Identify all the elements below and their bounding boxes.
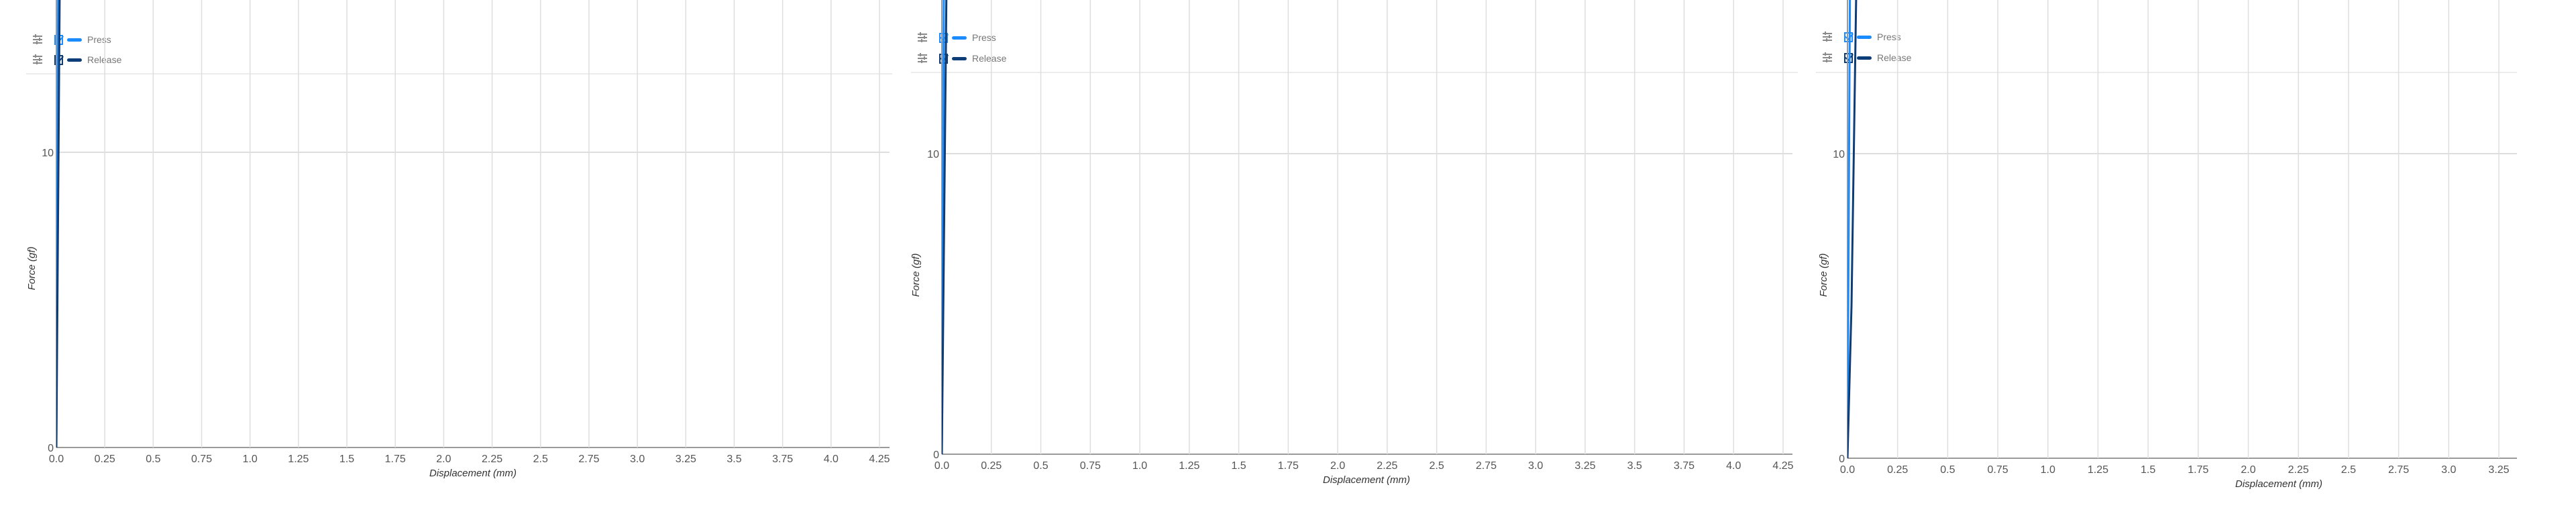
x-axis-title: Displacement (mm) — [2235, 478, 2322, 490]
y-tick-label: 0 — [1839, 454, 1845, 465]
legend-divider — [26, 73, 892, 74]
y-tick-label: 0 — [48, 443, 54, 454]
checkbox-checked-icon[interactable] — [1844, 51, 1854, 63]
y-tick-label: 0 — [933, 450, 939, 461]
release-swatch — [67, 58, 82, 62]
x-tick-label: 0.0 — [49, 454, 64, 465]
x-tick-label: 3.75 — [1674, 460, 1695, 472]
x-tick-label: 1.0 — [1132, 460, 1147, 472]
sliders-icon[interactable] — [918, 32, 927, 42]
legend-item-release[interactable]: Release — [1816, 51, 1911, 64]
x-tick-label: 2.0 — [1330, 460, 1345, 472]
x-tick-label: 0.5 — [1033, 460, 1048, 472]
x-axis-title: Displacement (mm) — [1323, 474, 1410, 486]
x-tick-label: 0.75 — [1080, 460, 1101, 472]
x-tick-label: 1.75 — [1278, 460, 1299, 472]
press-swatch — [952, 36, 967, 40]
legend-label: Press — [1877, 32, 1901, 42]
x-tick-label: 3.25 — [676, 454, 696, 465]
x-tick-label: 2.25 — [2288, 464, 2309, 476]
x-axis-title: Displacement (mm) — [429, 468, 517, 479]
series-line-release — [56, 0, 61, 447]
x-tick-label: 4.0 — [824, 454, 839, 465]
legend-divider — [911, 72, 1798, 73]
x-tick-label: 1.5 — [2141, 464, 2155, 476]
x-tick-label: 0.75 — [1988, 464, 2008, 476]
press-swatch — [1857, 35, 1872, 39]
x-tick-label: 1.75 — [385, 454, 406, 465]
x-tick-label: 2.75 — [2388, 464, 2409, 476]
y-axis-title: Force (gf) — [910, 253, 922, 297]
x-tick-label: 4.25 — [1772, 460, 1793, 472]
series-line-press — [56, 0, 60, 447]
legend-label: Release — [972, 53, 1007, 64]
release-swatch — [1857, 56, 1872, 60]
legend-item-press[interactable]: Press — [1816, 30, 1901, 44]
x-tick-label: 0.75 — [191, 454, 212, 465]
x-tick-label: 4.25 — [869, 454, 890, 465]
legend-divider — [1816, 72, 2517, 73]
x-tick-label: 2.5 — [533, 454, 548, 465]
sliders-icon[interactable] — [1823, 32, 1832, 42]
x-tick-label: 3.25 — [2488, 464, 2509, 476]
x-tick-label: 3.0 — [1528, 460, 1543, 472]
y-tick-label: 10 — [927, 149, 939, 160]
x-tick-label: 0.25 — [981, 460, 1002, 472]
x-tick-label: 1.0 — [243, 454, 258, 465]
x-tick-label: 3.5 — [727, 454, 741, 465]
chart-1: 0102030405060708090.........0.00.250.50.… — [42, 0, 890, 465]
legend-label: Release — [1877, 52, 1912, 63]
y-axis-title: Force (gf) — [26, 246, 38, 290]
x-tick-label: 1.25 — [1179, 460, 1199, 472]
chart-2: 0102030405060708090.........0.00.250.50.… — [927, 0, 1794, 472]
x-tick-label: 1.5 — [339, 454, 354, 465]
legend-label: Press — [972, 32, 996, 43]
x-tick-label: 3.25 — [1574, 460, 1595, 472]
x-tick-label: 2.0 — [436, 454, 451, 465]
sliders-icon[interactable] — [918, 53, 927, 63]
press-swatch — [67, 38, 82, 42]
sliders-icon[interactable] — [33, 34, 42, 44]
x-tick-label: 2.25 — [482, 454, 502, 465]
sliders-icon[interactable] — [33, 54, 42, 64]
x-tick-label: 0.5 — [1940, 464, 1955, 476]
x-tick-label: 1.25 — [2088, 464, 2108, 476]
y-axis-title: Force (gf) — [1818, 253, 1829, 297]
x-tick-label: 1.5 — [1231, 460, 1246, 472]
series-line-release — [942, 0, 948, 454]
x-tick-label: 1.25 — [288, 454, 309, 465]
x-tick-label: 2.5 — [2341, 464, 2356, 476]
legend-item-release[interactable]: Release — [911, 52, 1006, 65]
x-tick-label: 0.5 — [146, 454, 160, 465]
x-tick-label: 4.0 — [1726, 460, 1741, 472]
chart-3: 0102030405060708090.........0.00.250.50.… — [1833, 0, 2517, 476]
x-tick-label: 2.0 — [2241, 464, 2255, 476]
series-line-press — [942, 0, 945, 454]
release-swatch — [952, 56, 967, 60]
x-tick-label: 0.25 — [95, 454, 115, 465]
x-tick-label: 2.75 — [578, 454, 599, 465]
x-tick-label: 1.75 — [2188, 464, 2208, 476]
x-tick-label: 3.75 — [772, 454, 793, 465]
x-tick-label: 3.0 — [2441, 464, 2456, 476]
x-tick-label: 2.75 — [1476, 460, 1497, 472]
x-tick-label: 0.25 — [1887, 464, 1908, 476]
x-tick-label: 1.0 — [2041, 464, 2055, 476]
y-tick-label: 10 — [1833, 149, 1845, 160]
x-tick-label: 3.0 — [630, 454, 645, 465]
x-tick-label: 0.0 — [934, 460, 949, 472]
sliders-icon[interactable] — [1823, 52, 1832, 62]
x-tick-label: 3.5 — [1627, 460, 1642, 472]
x-tick-label: 2.5 — [1430, 460, 1444, 472]
checkbox-checked-icon[interactable] — [1844, 30, 1854, 42]
y-tick-label: 10 — [42, 148, 54, 159]
x-tick-label: 2.25 — [1377, 460, 1397, 472]
x-tick-label: 0.0 — [1840, 464, 1855, 476]
